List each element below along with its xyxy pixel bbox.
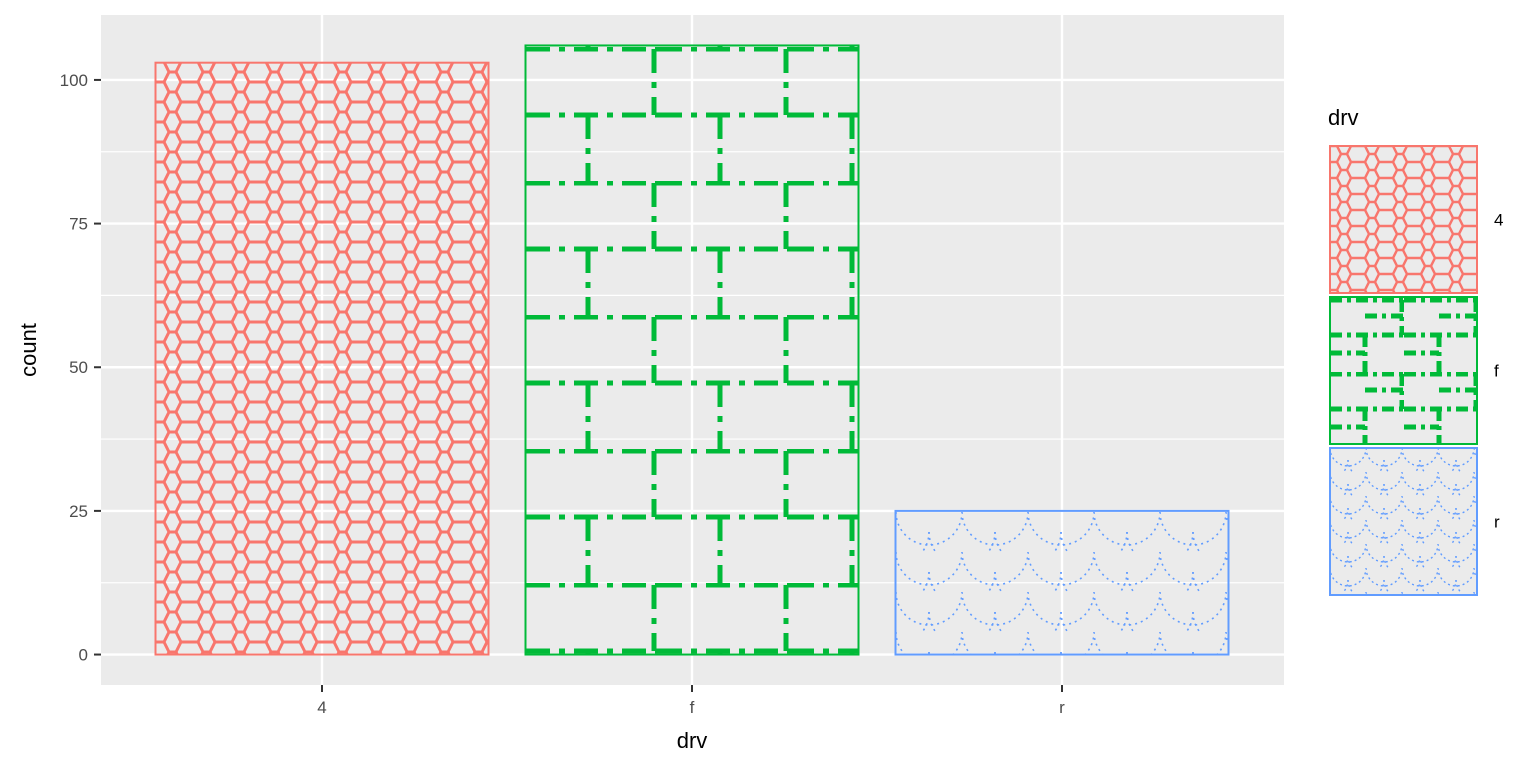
legend-key-r <box>1329 447 1478 596</box>
x-tick-label: r <box>1059 698 1065 717</box>
y-tick-label: 75 <box>69 215 88 234</box>
y-axis-title: count <box>16 323 41 377</box>
legend-label: r <box>1494 513 1500 532</box>
x-tick-label: 4 <box>317 698 326 717</box>
x-tick-label: f <box>690 698 695 717</box>
legend-title: drv <box>1328 105 1359 130</box>
bars <box>154 44 1230 656</box>
y-tick-label: 0 <box>79 646 88 665</box>
y-tick-label: 100 <box>60 71 88 90</box>
y-tick-label: 25 <box>69 502 88 521</box>
axes: 0 25 50 75 100 4 f r <box>60 71 1066 717</box>
bar-4 <box>154 61 490 656</box>
legend-key-4 <box>1329 145 1478 294</box>
legend-key-f <box>1329 296 1478 445</box>
y-tick-label: 50 <box>69 358 88 377</box>
legend: drv 4 f r <box>1328 105 1503 596</box>
bar-r <box>894 509 1230 656</box>
x-axis-title: drv <box>677 728 708 753</box>
bar-f <box>524 44 860 656</box>
legend-label: f <box>1494 362 1499 381</box>
legend-label: 4 <box>1494 211 1503 230</box>
